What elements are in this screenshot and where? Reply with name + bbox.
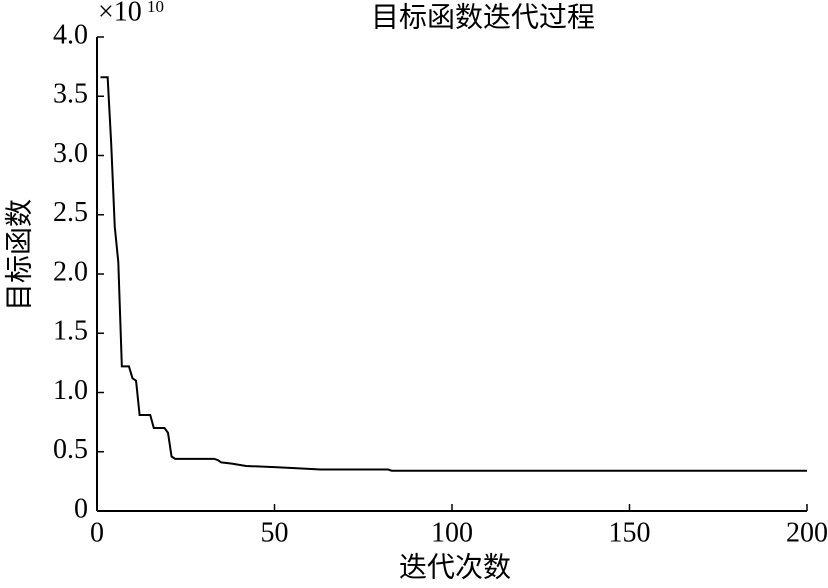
y-tick-label: 2.5 bbox=[53, 197, 88, 228]
y-tick-label: 4.0 bbox=[53, 19, 88, 50]
x-tick-label: 100 bbox=[431, 517, 473, 548]
y-tick-label: 1.5 bbox=[53, 316, 88, 347]
y-axis-label: 目标函数 bbox=[3, 199, 35, 311]
x-tick-label: 0 bbox=[90, 517, 104, 548]
y-tick-label: 3.0 bbox=[53, 138, 88, 169]
x-axis-label: 迭代次数 bbox=[399, 551, 511, 583]
y-tick-label: 2.0 bbox=[53, 256, 88, 287]
y-tick-label: 0 bbox=[74, 493, 88, 524]
x-tick-label: 50 bbox=[261, 517, 289, 548]
y-tick-label: 3.5 bbox=[53, 79, 88, 110]
y-multiplier: ×10 bbox=[98, 0, 142, 27]
x-tick-label: 200 bbox=[786, 517, 828, 548]
y-tick-label: 0.5 bbox=[53, 434, 88, 465]
x-tick-label: 150 bbox=[609, 517, 651, 548]
chart-title: 目标函数迭代过程 bbox=[371, 1, 595, 33]
y-multiplier-exponent: 10 bbox=[147, 0, 164, 16]
y-tick-label: 1.0 bbox=[53, 375, 88, 406]
line-series bbox=[100, 76, 807, 472]
